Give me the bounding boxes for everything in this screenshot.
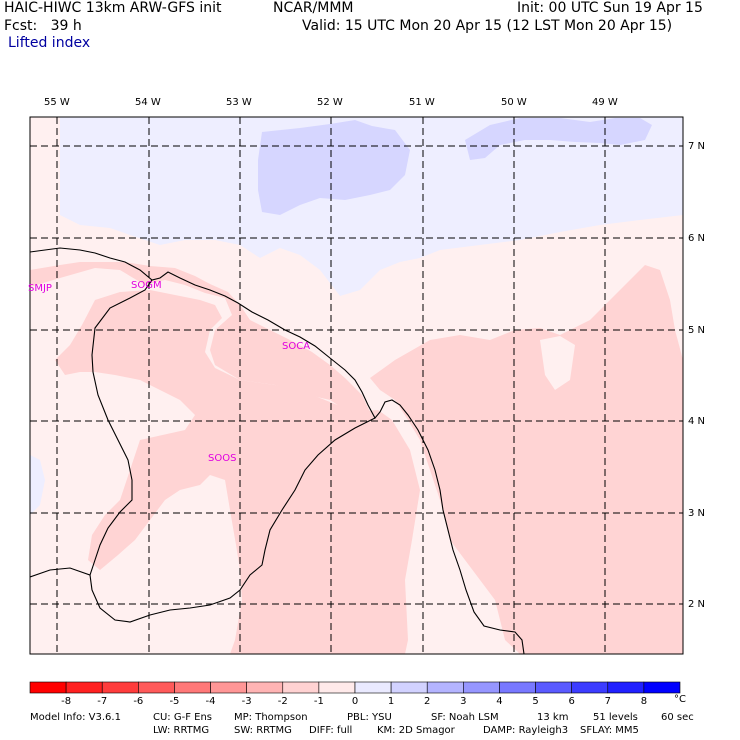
lat-label: 4 N — [688, 416, 706, 427]
map-frame — [29, 116, 684, 655]
colorbar-swatch — [571, 681, 609, 694]
colorbar-swatch — [174, 681, 211, 694]
field-slightly-positive-west — [30, 455, 45, 515]
colorbar-unit: °C — [674, 694, 686, 705]
colorbar-swatch — [463, 681, 500, 694]
lat-label: 2 N — [688, 599, 706, 610]
colorbar-swatch — [246, 681, 284, 694]
colorbar-swatch — [282, 681, 320, 694]
colorbar-swatch — [390, 681, 428, 694]
lat-label: 3 N — [688, 508, 706, 519]
colorbar-swatch — [499, 681, 536, 694]
colorbar-swatch — [607, 681, 645, 694]
lon-label: 55 W — [44, 97, 70, 108]
colorbar-tick-label: -3 — [241, 696, 252, 707]
colorbar-tick-label: -1 — [313, 696, 324, 707]
model-title: HAIC-HIWC 13km ARW-GFS init — [4, 0, 222, 16]
colorbar-swatch — [318, 681, 356, 694]
field-light-negative-east — [540, 336, 575, 390]
lat-label: 6 N — [688, 233, 706, 244]
colorbar-tick-label: 7 — [604, 696, 611, 707]
colorbar-tick-label: 4 — [496, 696, 503, 707]
colorbar-swatch — [535, 681, 572, 694]
colorbar-tick-label: 6 — [568, 696, 575, 707]
colorbar-tick-label: 3 — [460, 696, 467, 707]
forecast-hour: Fcst: 39 h — [4, 18, 82, 34]
station-label: SMJP — [28, 283, 52, 294]
lat-label: 5 N — [688, 325, 706, 336]
lon-label: 50 W — [501, 97, 527, 108]
footer-cu: CU: G-F Ens — [153, 712, 213, 723]
colorbar-tick-label: 8 — [640, 696, 648, 707]
valid-time: Valid: 15 UTC Mon 20 Apr 15 (12 LST Mon … — [302, 18, 673, 34]
colorbar-tick-label: -2 — [277, 696, 288, 707]
org-label: NCAR/MMM — [273, 0, 354, 16]
footer-sw: SW: RRTMG — [234, 725, 292, 736]
lon-label: 53 W — [226, 97, 252, 108]
colorbar-swatch — [426, 681, 464, 694]
colorbar-tick-label: -4 — [205, 696, 216, 707]
init-time: Init: 00 UTC Sun 19 Apr 15 — [517, 0, 703, 16]
field-moderate-negative-band — [30, 262, 370, 418]
footer-levels: 51 levels — [593, 712, 638, 723]
footer-lw: LW: RRTMG — [153, 725, 210, 736]
footer-model-info: Model Info: V3.6.1 — [30, 712, 121, 723]
station-label: SOOS — [208, 453, 237, 464]
lon-label: 51 W — [409, 97, 435, 108]
colorbar-tick-label: -6 — [133, 696, 144, 707]
field-moderate-negative-interior — [55, 290, 420, 654]
footer-sf: SF: Noah LSM — [431, 712, 499, 723]
lat-label: 7 N — [688, 141, 706, 152]
field-positive-north-patch — [258, 120, 410, 215]
footer-mp: MP: Thompson — [234, 712, 308, 723]
colorbar-tick-label: 2 — [424, 696, 431, 707]
colorbar-swatch — [101, 681, 139, 694]
coastline-borders — [30, 247, 525, 654]
colorbar-swatch — [138, 681, 175, 694]
lon-label: 49 W — [592, 97, 618, 108]
footer-damp: DAMP: Rayleigh3 — [483, 725, 569, 736]
lon-label: 54 W — [135, 97, 161, 108]
colorbar-tick-label: -8 — [61, 696, 72, 707]
colorbar-swatch — [643, 681, 681, 694]
colorbar-tick-label: 5 — [532, 696, 539, 707]
footer-pbl: PBL: YSU — [347, 712, 392, 723]
footer-resolution: 13 km — [537, 712, 569, 723]
colorbar-swatch — [210, 681, 247, 694]
colorbar-swatch — [29, 681, 67, 694]
footer-timestep: 60 sec — [661, 712, 694, 723]
footer-diff: DIFF: full — [309, 725, 353, 736]
station-label: SOCA — [282, 341, 311, 352]
graticule — [30, 117, 683, 654]
colorbar-tick-label: 1 — [387, 696, 395, 707]
colorbar-tick-label: -5 — [169, 696, 180, 707]
footer-sflay: SFLAY: MM5 — [580, 725, 639, 736]
lon-label: 52 W — [317, 97, 343, 108]
colorbar-swatch — [65, 681, 103, 694]
colorbar-swatch — [354, 681, 392, 694]
field-slightly-positive-north — [60, 117, 683, 296]
footer-km: KM: 2D Smagor — [377, 725, 455, 736]
station-label: SOGM — [131, 280, 162, 291]
colorbar-tick-label: 0 — [351, 696, 359, 707]
field-name: Lifted index — [8, 35, 91, 51]
colorbar-tick-label: -7 — [97, 696, 108, 707]
